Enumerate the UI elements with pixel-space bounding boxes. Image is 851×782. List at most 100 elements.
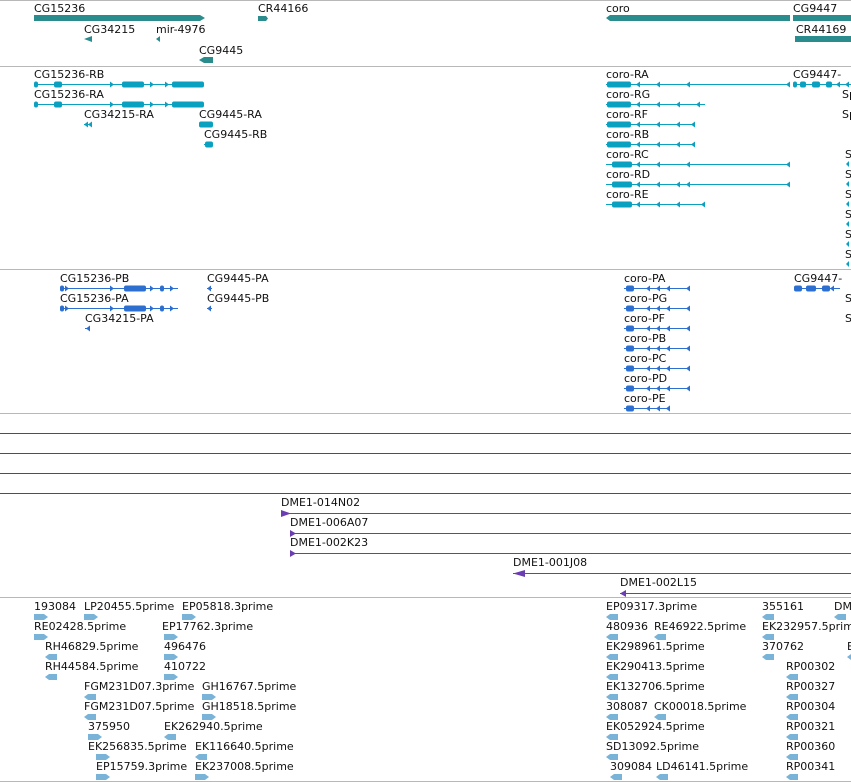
est-feature[interactable]: RP00341 [786, 760, 835, 780]
est-feature[interactable]: FGM231D07.3prime [84, 680, 195, 700]
est-feature[interactable]: FGM231D07.5prime [84, 700, 195, 720]
bac-marker [513, 570, 525, 577]
gene-model[interactable]: S [845, 188, 851, 207]
est-feature[interactable]: EP17762.3prime [162, 620, 253, 640]
est-feature[interactable]: 375950 [88, 720, 130, 740]
gene-model[interactable]: CG15236-RA [34, 88, 204, 108]
est-feature[interactable]: RE02428.5prime [34, 620, 126, 640]
bac-clone[interactable]: DME1-002K23 [290, 536, 851, 557]
est-feature[interactable]: E [847, 640, 851, 660]
est-feature[interactable]: EK232957.5prime [762, 620, 851, 640]
est-feature[interactable]: 308087 [606, 700, 648, 720]
gene-model[interactable]: CG15236-PB [60, 272, 178, 292]
gene-model[interactable]: CG15236-RB [34, 68, 204, 88]
exon [34, 101, 38, 108]
est-feature[interactable]: GH16767.5prime [202, 680, 297, 700]
est-feature[interactable]: RP00321 [786, 720, 835, 740]
est-feature[interactable]: EP05818.3prime [182, 600, 273, 620]
est-feature[interactable]: 410722 [164, 660, 206, 680]
est-feature[interactable]: 355161 [762, 600, 804, 620]
bac-clone[interactable]: DME1-014N02 [281, 496, 851, 517]
gene-model[interactable]: CG9447- [794, 272, 842, 292]
gene-feature[interactable]: CG9447 [793, 2, 851, 21]
gene-model[interactable]: coro-PC [624, 352, 690, 372]
est-feature[interactable]: EP09317.3prime [606, 600, 697, 620]
gene-model[interactable]: S [845, 168, 851, 187]
est-feature[interactable]: RP00302 [786, 660, 835, 680]
est-feature[interactable]: RP00304 [786, 700, 835, 720]
bac-clone[interactable]: DME1-002L15 [620, 576, 851, 597]
est-feature[interactable]: EK237008.5prime [195, 760, 294, 780]
est-feature[interactable]: 480936 [606, 620, 648, 640]
gene-model[interactable]: CG9445-RA [199, 108, 262, 128]
est-feature[interactable]: DM [834, 600, 851, 620]
gene-model[interactable]: CG9445-PA [207, 272, 269, 292]
gene-feature[interactable]: CR44169 [795, 23, 851, 42]
strand-arrow [676, 181, 680, 188]
est-feature[interactable]: RE46922.5prime [654, 620, 746, 640]
gene-model[interactable]: coro-PE [624, 392, 670, 412]
gene-model[interactable]: S [845, 248, 851, 267]
est-feature[interactable]: GH18518.5prime [202, 700, 297, 720]
est-feature[interactable]: 309084 [610, 760, 652, 780]
gene-feature[interactable]: CR44166 [258, 2, 308, 21]
strand-arrow [626, 305, 630, 312]
est-feature[interactable]: RP00360 [786, 740, 835, 760]
gene-model[interactable]: CG9445-PB [207, 292, 269, 312]
est-feature[interactable]: EK290413.5prime [606, 660, 705, 680]
est-feature[interactable]: CK00018.5prime [654, 700, 747, 720]
gene-model[interactable]: Sp [842, 108, 851, 121]
gene-model[interactable]: S [845, 208, 851, 227]
strand-arrow [207, 305, 211, 312]
gene-model[interactable]: coro-RG [606, 88, 705, 108]
gene-model[interactable]: coro-RA [606, 68, 790, 88]
est-feature[interactable]: 496476 [164, 640, 206, 660]
gene-model[interactable]: Sp [842, 88, 851, 101]
gene-feature[interactable]: coro [606, 2, 790, 21]
gene-model[interactable]: CG34215-RA [84, 108, 154, 128]
est-feature[interactable]: EK256835.5prime [88, 740, 187, 760]
est-feature[interactable]: EK298961.5prime [606, 640, 705, 660]
gene-model[interactable]: coro-PA [624, 272, 690, 292]
gene-model[interactable]: coro-PF [624, 312, 690, 332]
gene-model[interactable]: CG15236-PA [60, 292, 178, 312]
est-feature[interactable]: 193084 [34, 600, 76, 620]
gene-feature[interactable]: CG9445 [199, 44, 243, 63]
strand-arrow [676, 101, 680, 108]
gene-model[interactable]: coro-PD [624, 372, 690, 392]
gene-feature[interactable]: CG15236 [34, 2, 205, 21]
gene-model[interactable]: coro-PB [624, 332, 690, 352]
gene-model[interactable]: CG9445-RB [204, 128, 267, 148]
est-feature[interactable]: EK132706.5prime [606, 680, 705, 700]
gene-feature[interactable]: CG34215 [84, 23, 135, 42]
gene-model[interactable]: coro-RB [606, 128, 695, 148]
est-feature[interactable]: RH44584.5prime [45, 660, 139, 680]
gene-feature[interactable]: mir-4976 [156, 23, 206, 42]
est-feature[interactable]: LD46141.5prime [656, 760, 748, 780]
gene-model[interactable]: S [845, 292, 851, 305]
gene-model[interactable]: coro-RE [606, 188, 705, 208]
gene-model[interactable]: coro-PG [624, 292, 690, 312]
gene-bar [793, 15, 851, 21]
gene-model[interactable]: S [845, 312, 851, 325]
est-feature[interactable]: EK052924.5prime [606, 720, 705, 740]
gene-model[interactable]: S [845, 148, 851, 167]
gene-model[interactable]: coro-RF [606, 108, 695, 128]
est-feature[interactable]: EP15759.3prime [96, 760, 187, 780]
est-feature[interactable]: EK262940.5prime [164, 720, 263, 740]
gene-model[interactable]: S [845, 228, 851, 247]
strand-arrow [646, 325, 650, 332]
est-feature[interactable]: LP20455.5prime [84, 600, 175, 620]
est-feature[interactable]: SD13092.5prime [606, 740, 699, 760]
bac-clone[interactable]: DME1-006A07 [290, 516, 851, 537]
bac-clone[interactable]: DME1-001J08 [513, 556, 851, 577]
est-feature[interactable]: EK116640.5prime [195, 740, 294, 760]
gene-model[interactable]: CG34215-PA [85, 312, 154, 332]
gene-model[interactable]: coro-RC [606, 148, 790, 168]
gene-model[interactable]: coro-RD [606, 168, 790, 188]
gene-model[interactable]: CG9447- [793, 68, 851, 88]
est-feature[interactable]: RH46829.5prime [45, 640, 139, 660]
est-feature[interactable]: 370762 [762, 640, 804, 660]
est-feature[interactable]: RP00327 [786, 680, 835, 700]
